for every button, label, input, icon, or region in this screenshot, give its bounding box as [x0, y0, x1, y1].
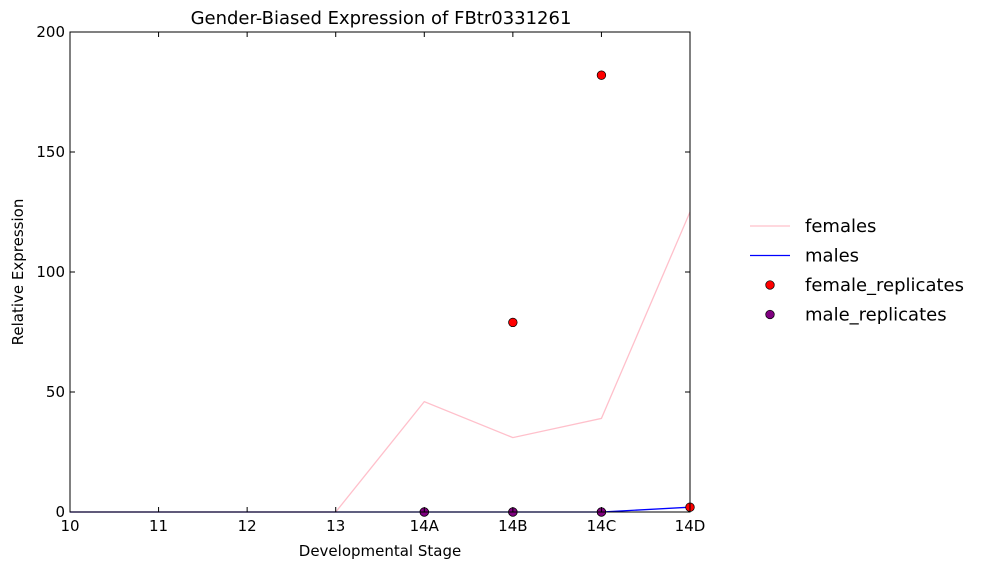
y-tick-label: 200 — [36, 23, 65, 41]
data-point-female_replicates — [596, 70, 607, 80]
plot-area — [70, 70, 695, 517]
chart-title: Gender-Biased Expression of FBtr0331261 — [191, 8, 572, 29]
legend-label: males — [805, 246, 859, 267]
legend-swatch-female_replicates — [765, 280, 775, 290]
y-tick-label: 50 — [46, 383, 65, 401]
x-axis-label: Developmental Stage — [299, 542, 461, 560]
x-tick-label: 10 — [60, 517, 79, 535]
x-tick-label: 11 — [149, 517, 168, 535]
x-tick-label: 14C — [587, 517, 617, 535]
axes: 10 11 12 13 14A 14B 14C 14D 0 50 100 150 200 — [36, 23, 705, 535]
x-tick-label: 13 — [326, 517, 345, 535]
plot-frame — [69, 31, 691, 513]
y-tick-label: 150 — [36, 143, 65, 161]
legend-label: male_replicates — [805, 305, 947, 326]
x-tick-label: 12 — [238, 517, 257, 535]
x-tick-label: 14D — [675, 517, 706, 535]
legend-label: females — [805, 216, 876, 237]
y-axis-label: Relative Expression — [9, 199, 27, 346]
legend-label: female_replicates — [805, 275, 964, 296]
y-tick-label: 100 — [36, 263, 65, 281]
series-line-females — [70, 211, 691, 513]
legend: females males female_replicates male_replic… — [750, 216, 964, 326]
data-point-female_replicates — [508, 317, 518, 328]
x-tick-label: 14A — [410, 517, 440, 535]
legend-swatch-male_replicates — [765, 309, 775, 320]
x-tick-label: 14B — [498, 517, 527, 535]
y-tick-label: 0 — [55, 503, 65, 521]
